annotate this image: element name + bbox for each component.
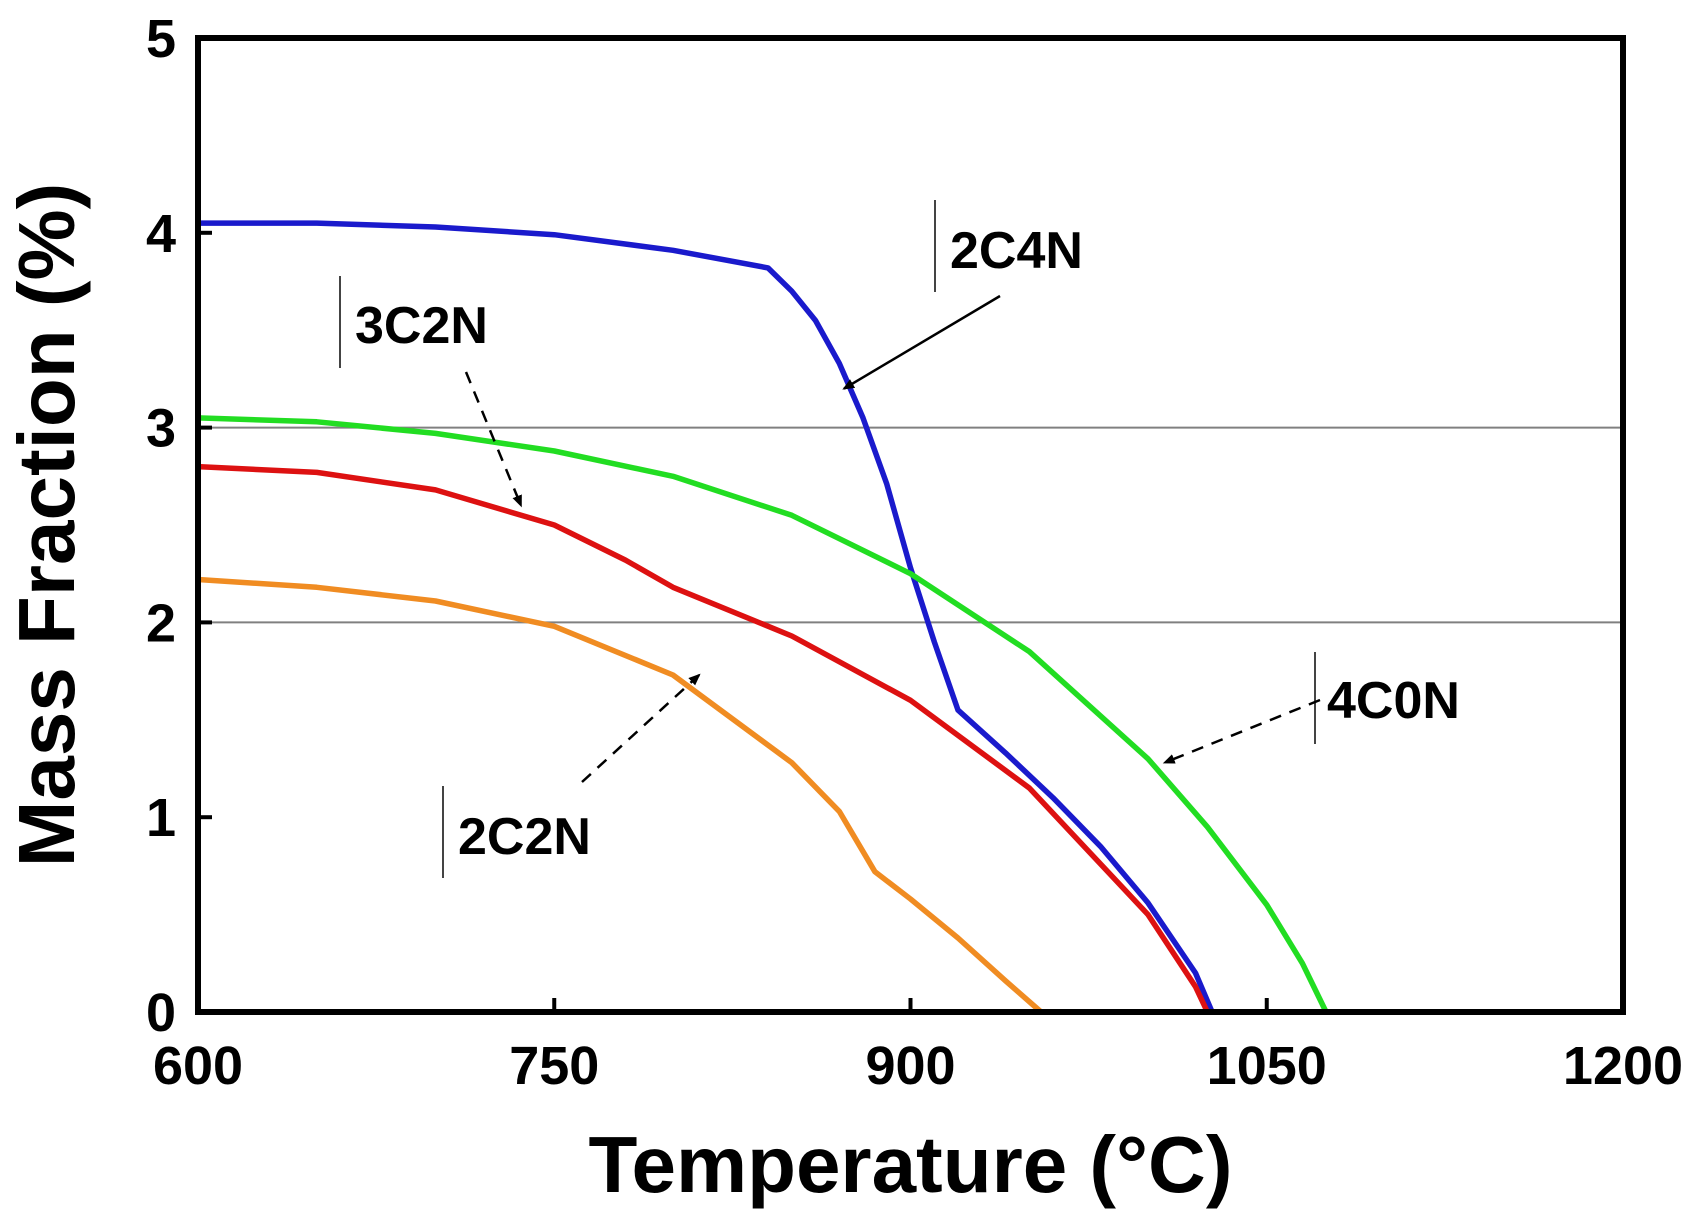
- annotation-arrow-4c0n: [1162, 698, 1321, 764]
- y-axis-title: Mass Fraction (%): [2, 183, 91, 868]
- x-tick-label-750: 750: [509, 1036, 599, 1096]
- series-line-3c2n: [195, 463, 1211, 1015]
- tick-labels: 600 750 900 1050 1200 0 1 2 3 4 5: [146, 9, 1683, 1096]
- x-tick-label-900: 900: [865, 1036, 955, 1096]
- x-tick-label-600: 600: [153, 1036, 243, 1096]
- y-tick-label-4: 4: [146, 204, 176, 264]
- annotation-arrow-2c4n: [842, 294, 1001, 390]
- annotation-label-4c0n: 4C0N: [1327, 672, 1460, 730]
- data-series: [195, 220, 1329, 1015]
- annotation-label-2c2n: 2C2N: [458, 808, 591, 866]
- annotation-label-3c2n: 3C2N: [355, 297, 488, 355]
- x-tick-label-1200: 1200: [1563, 1036, 1683, 1096]
- axis-ticks: [196, 36, 1625, 1014]
- annotations: 2C4N 3C2N 4C0N 2C2N: [339, 200, 1510, 878]
- y-tick-label-3: 3: [146, 399, 176, 459]
- annotation-arrow-2c2n: [581, 673, 701, 783]
- series-line-2c2n: [195, 576, 1044, 1015]
- grid-lines: [198, 426, 1623, 624]
- annotation-box-2c4n: [935, 200, 1130, 292]
- annotation-box-4c0n: [1315, 652, 1510, 744]
- annotation-box-3c2n: [340, 276, 535, 368]
- series-line-4c0n: [195, 415, 1329, 1015]
- y-tick-label-2: 2: [146, 593, 176, 653]
- x-axis-title: Temperature (°C): [589, 1120, 1233, 1209]
- annotation-label-2c4n: 2C4N: [950, 222, 1083, 280]
- plot-frame: [195, 35, 1626, 1015]
- y-tick-label-5: 5: [146, 9, 176, 69]
- annotation-arrow-3c2n: [464, 371, 523, 508]
- x-tick-label-1050: 1050: [1207, 1036, 1327, 1096]
- y-tick-label-0: 0: [146, 983, 176, 1043]
- annotation-box-2c2n: [443, 786, 638, 878]
- y-tick-label-1: 1: [146, 788, 176, 848]
- series-line-2c4n: [195, 220, 1215, 1015]
